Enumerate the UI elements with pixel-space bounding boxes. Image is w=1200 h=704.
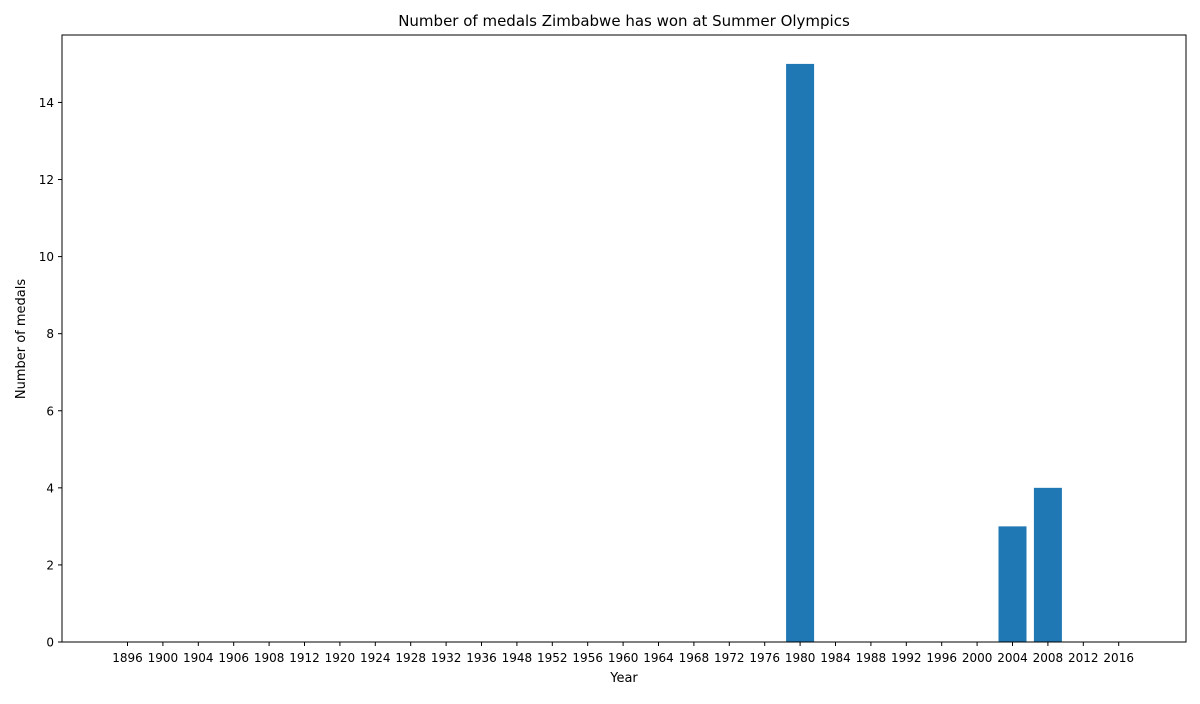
x-tick-label-1968: 1968 (679, 651, 710, 665)
x-tick-label-2012: 2012 (1068, 651, 1099, 665)
bars-group (786, 63, 1062, 642)
x-axis-label: Year (609, 671, 638, 686)
y-tick-label-14: 14 (39, 96, 54, 110)
x-tick-label-2000: 2000 (962, 651, 993, 665)
x-tick-label-1904: 1904 (183, 651, 214, 665)
y-tick-label-10: 10 (39, 250, 54, 264)
y-tick-label-4: 4 (46, 481, 54, 495)
x-tick-label-1900: 1900 (148, 651, 179, 665)
bar-1980 (786, 63, 815, 642)
chart-title: Number of medals Zimbabwe has won at Sum… (398, 12, 850, 30)
x-tick-label-1980: 1980 (785, 651, 816, 665)
y-tick-label-12: 12 (39, 173, 54, 187)
x-tick-label-1936: 1936 (466, 651, 497, 665)
y-axis-label: Number of medals (14, 279, 29, 400)
bar-2004 (998, 526, 1027, 642)
x-tick-label-1992: 1992 (891, 651, 922, 665)
x-tick-label-1964: 1964 (643, 651, 674, 665)
x-tick-label-1932: 1932 (431, 651, 462, 665)
y-tick-label-8: 8 (46, 327, 54, 341)
x-tick-label-1988: 1988 (856, 651, 887, 665)
x-tick-label-2016: 2016 (1103, 651, 1134, 665)
x-tick-label-1920: 1920 (325, 651, 356, 665)
x-tick-label-2004: 2004 (997, 651, 1028, 665)
x-tick-label-1996: 1996 (926, 651, 957, 665)
x-tick-label-1976: 1976 (749, 651, 780, 665)
plot-area-frame (61, 34, 1187, 643)
x-tick-label-1984: 1984 (820, 651, 851, 665)
x-tick-label-1906: 1906 (218, 651, 249, 665)
y-tick-label-6: 6 (46, 404, 54, 418)
x-tick-label-2008: 2008 (1033, 651, 1064, 665)
x-tick-label-1908: 1908 (254, 651, 285, 665)
y-tick-label-0: 0 (46, 636, 54, 650)
x-tick-label-1972: 1972 (714, 651, 745, 665)
y-axis-ticks: 0 2 4 6 8 10 12 14 (39, 96, 62, 650)
x-tick-label-1956: 1956 (572, 651, 603, 665)
x-tick-label-1952: 1952 (537, 651, 568, 665)
x-axis-ticks: 1896 1900 1904 1906 1908 1912 1920 1924 1928 1932… (112, 642, 1134, 665)
x-tick-label-1912: 1912 (289, 651, 320, 665)
bar-2008 (1033, 487, 1062, 642)
x-tick-label-1924: 1924 (360, 651, 391, 665)
x-tick-label-1960: 1960 (608, 651, 639, 665)
x-tick-label-1896: 1896 (112, 651, 143, 665)
x-tick-label-1928: 1928 (395, 651, 426, 665)
y-tick-label-2: 2 (46, 558, 54, 572)
x-tick-label-1948: 1948 (502, 651, 533, 665)
